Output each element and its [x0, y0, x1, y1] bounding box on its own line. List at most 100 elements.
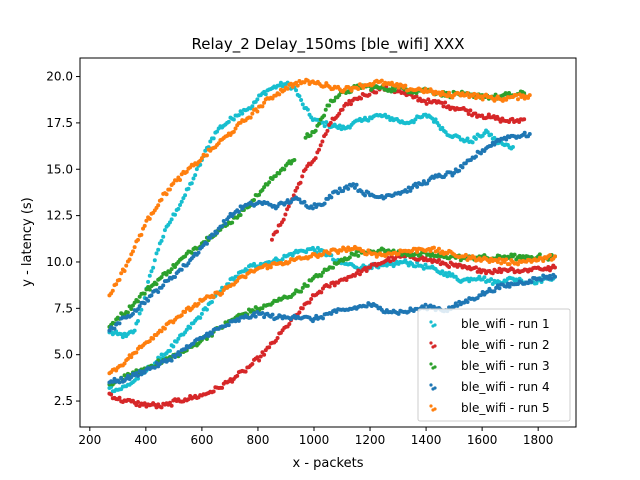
data-point: [295, 83, 300, 88]
data-point: [447, 265, 452, 270]
data-point: [129, 307, 134, 311]
data-point: [492, 289, 497, 294]
data-point: [263, 262, 268, 267]
data-point: [413, 246, 418, 251]
data-point: [527, 93, 532, 98]
data-point: [482, 275, 487, 280]
data-point: [347, 98, 352, 103]
data-point: [366, 118, 371, 123]
data-point: [319, 290, 324, 295]
data-point: [162, 228, 167, 233]
data-point: [211, 233, 216, 238]
legend-marker: [431, 408, 435, 412]
data-point: [552, 274, 557, 279]
data-point: [253, 314, 258, 319]
data-point: [529, 280, 534, 285]
data-point: [159, 238, 164, 243]
data-point: [211, 136, 216, 141]
data-point: [547, 253, 552, 258]
data-point: [156, 247, 161, 252]
data-point: [327, 103, 332, 108]
data-point: [171, 181, 176, 186]
data-point: [117, 321, 122, 326]
data-point: [211, 389, 216, 394]
data-point: [460, 165, 465, 170]
data-point: [112, 326, 117, 331]
data-point: [203, 148, 208, 153]
data-point: [250, 104, 255, 109]
data-point: [164, 192, 169, 197]
data-point: [120, 335, 125, 340]
data-point: [178, 203, 183, 208]
data-point: [430, 116, 435, 121]
data-point: [339, 248, 344, 253]
data-point: [515, 97, 520, 102]
data-point: [109, 392, 114, 397]
data-point: [507, 262, 512, 267]
data-point: [428, 249, 433, 254]
data-point: [305, 107, 310, 112]
data-point: [497, 256, 502, 261]
data-point: [379, 78, 384, 83]
data-point: [257, 358, 262, 363]
data-point: [436, 258, 441, 263]
data-point: [193, 173, 198, 178]
data-point: [142, 223, 147, 228]
data-point: [510, 145, 515, 150]
data-point: [445, 274, 450, 279]
data-point: [364, 269, 369, 274]
series-1-points: [107, 80, 557, 394]
x-axis-ticks: 200 400 600 800 1000 1200 1400 1600 1800: [78, 427, 553, 447]
data-point: [507, 284, 512, 289]
data-point: [167, 400, 172, 405]
data-point: [129, 355, 134, 360]
data-point: [178, 352, 183, 357]
data-point: [487, 260, 492, 265]
data-point: [356, 86, 361, 91]
data-point: [122, 361, 127, 366]
data-point: [169, 403, 174, 408]
data-point: [439, 100, 444, 105]
data-point: [320, 270, 325, 275]
x-tick-label: 200: [78, 433, 101, 447]
y-axis-label: y - latency (s): [20, 197, 35, 286]
data-point: [283, 212, 288, 217]
data-point: [142, 401, 147, 406]
data-point: [322, 113, 327, 118]
data-point: [262, 100, 267, 105]
data-point: [298, 180, 303, 185]
data-point: [546, 265, 551, 270]
data-point: [325, 128, 330, 133]
legend-marker: [431, 366, 435, 370]
data-point: [312, 202, 317, 207]
data-point: [423, 302, 428, 307]
data-point: [211, 294, 216, 299]
data-point: [136, 400, 141, 405]
data-point: [191, 176, 196, 181]
data-point: [223, 221, 228, 226]
data-point: [240, 111, 245, 116]
data-point: [294, 88, 299, 93]
data-point: [136, 237, 141, 242]
data-point: [457, 168, 462, 173]
data-point: [189, 250, 194, 255]
data-point: [231, 129, 236, 134]
data-point: [129, 375, 134, 380]
data-point: [280, 257, 285, 262]
data-point: [299, 98, 304, 103]
data-point: [216, 141, 221, 146]
data-point: [490, 281, 495, 286]
data-point: [226, 119, 231, 124]
data-point: [235, 278, 240, 283]
data-point: [359, 96, 364, 101]
data-point: [179, 199, 184, 204]
data-point: [512, 252, 517, 257]
data-point: [248, 115, 253, 120]
data-point: [167, 348, 172, 353]
data-point: [465, 136, 470, 141]
data-point: [373, 251, 378, 256]
legend-entry-run-1: ble_wifi - run 1: [429, 317, 550, 331]
data-point: [144, 218, 149, 223]
data-point: [344, 278, 349, 283]
data-point: [406, 263, 411, 268]
